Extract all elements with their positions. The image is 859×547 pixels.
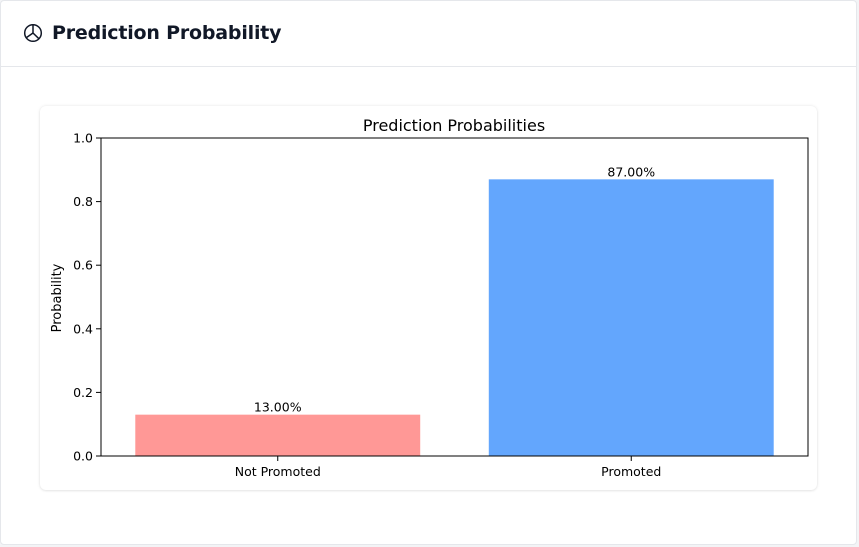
x-tick-label: Promoted	[601, 464, 661, 479]
bar-promoted	[488, 179, 774, 456]
card-header: Prediction Probability	[1, 1, 856, 67]
y-tick-label: 0.0	[73, 449, 93, 464]
page-title: Prediction Probability	[52, 22, 282, 44]
chart-panel: Prediction Probabilities Probability 0.0…	[40, 106, 817, 490]
data-label: 87.00%	[607, 164, 655, 179]
bar-not-promoted	[135, 414, 421, 456]
y-tick-label: 1.0	[73, 131, 93, 146]
data-label: 13.00%	[254, 400, 302, 415]
pie-chart-icon	[23, 23, 43, 43]
y-axis-label: Probability	[50, 263, 65, 332]
y-tick-label: 0.8	[73, 194, 93, 209]
x-tick-label: Not Promoted	[235, 464, 321, 479]
plot-area: 0.0 0.2 0.4 0.6 0.8 1.0 13.00% Not Promoted 87.0…	[73, 131, 774, 479]
bar-chart: Prediction Probabilities Probability 0.0…	[50, 116, 809, 479]
y-tick-label: 0.6	[73, 258, 93, 273]
y-tick-label: 0.2	[73, 385, 93, 400]
y-tick-label: 0.4	[73, 321, 93, 336]
chart-title: Prediction Probabilities	[363, 116, 545, 135]
plot-frame	[100, 137, 809, 457]
